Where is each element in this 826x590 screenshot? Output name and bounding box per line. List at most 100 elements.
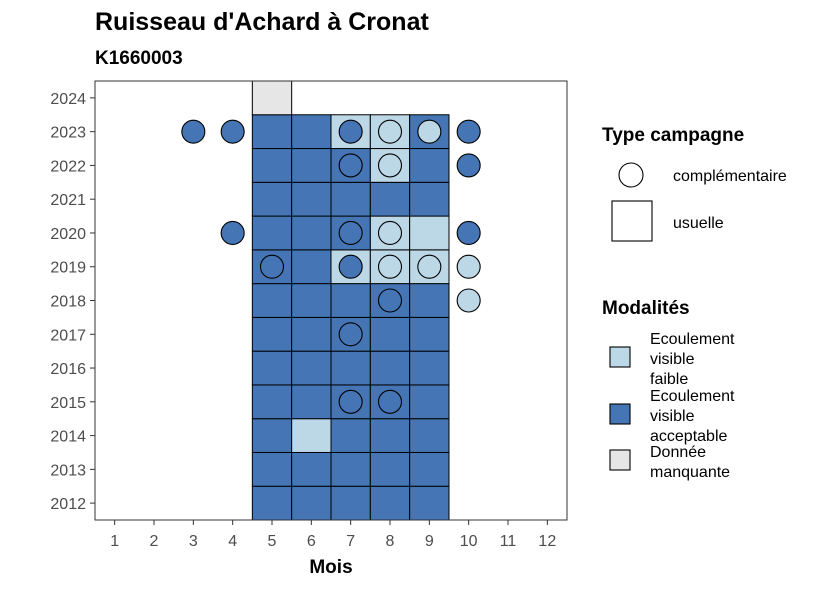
chart-title: Ruisseau d'Achard à Cronat xyxy=(95,8,429,36)
y-tick-label: 2021 xyxy=(50,192,86,209)
y-tick-label: 2017 xyxy=(50,327,86,344)
x-tick-label: 8 xyxy=(386,533,395,550)
x-tick-label: 1 xyxy=(110,533,119,550)
cell-usuelle xyxy=(291,114,332,150)
legend-square-icon xyxy=(611,200,653,242)
cell-usuelle xyxy=(330,350,371,386)
cell-usuelle xyxy=(291,451,332,487)
cell-usuelle xyxy=(291,215,332,251)
legend-mod-label-line: Ecoulement xyxy=(650,331,735,348)
cell-usuelle xyxy=(251,283,293,318)
point-complementaire xyxy=(220,119,245,144)
y-tick-label: 2024 xyxy=(50,91,86,108)
point-complementaire xyxy=(338,220,363,246)
point-complementaire xyxy=(417,254,442,279)
legend-circle-icon xyxy=(618,162,644,188)
point-complementaire xyxy=(181,119,206,144)
point-complementaire xyxy=(417,119,442,144)
cell-usuelle xyxy=(251,114,293,150)
cell-usuelle xyxy=(330,485,371,521)
y-tick-label: 2023 xyxy=(50,125,86,142)
cell-usuelle xyxy=(291,418,332,453)
point-complementaire xyxy=(456,288,481,313)
chart-subtitle: K1660003 xyxy=(95,48,183,69)
point-complementaire xyxy=(456,119,481,144)
legend-type-complementaire: complémentaire xyxy=(673,168,787,185)
point-complementaire xyxy=(338,119,363,144)
x-tick-label: 2 xyxy=(150,533,159,550)
y-tick-label: 2015 xyxy=(50,395,86,412)
y-tick-label: 2018 xyxy=(50,294,86,311)
x-tick-label: 6 xyxy=(307,533,316,550)
point-complementaire xyxy=(259,254,285,279)
cell-usuelle xyxy=(409,215,450,251)
legend-mod-label-line: manquante xyxy=(650,464,730,481)
cell-usuelle xyxy=(409,316,450,352)
point-complementaire xyxy=(377,254,403,279)
cell-usuelle xyxy=(251,181,293,217)
point-complementaire xyxy=(377,288,403,313)
cell-usuelle xyxy=(409,418,450,453)
y-tick-label: 2014 xyxy=(50,429,86,446)
point-complementaire xyxy=(338,254,363,279)
legend-mod-key xyxy=(609,449,631,471)
legend-mod-title: Modalités xyxy=(602,298,690,319)
legend-mod-label-line: visible xyxy=(650,408,695,425)
y-tick-label: 2016 xyxy=(50,361,86,378)
legend-mod-label-line: visible xyxy=(650,351,695,368)
cell-usuelle xyxy=(369,181,411,217)
legend-mod-key xyxy=(609,403,631,425)
legend-mod-label-line: faible xyxy=(650,371,688,388)
cell-usuelle xyxy=(330,283,371,318)
cell-usuelle xyxy=(291,283,332,318)
cell-usuelle xyxy=(291,350,332,386)
cell-usuelle xyxy=(369,316,411,352)
x-axis-title: Mois xyxy=(309,557,352,578)
cell-usuelle xyxy=(291,384,332,420)
cell-usuelle xyxy=(330,181,371,217)
cell-usuelle xyxy=(409,181,450,217)
point-complementaire xyxy=(338,389,363,414)
cell-usuelle xyxy=(369,418,411,453)
legend-mod-label-line: acceptable xyxy=(650,428,727,445)
cell-usuelle xyxy=(291,485,332,521)
legend-type-title: Type campagne xyxy=(602,125,744,146)
legend-mod-label: Ecoulement visible acceptable xyxy=(650,388,735,445)
point-complementaire xyxy=(377,389,403,414)
cell-usuelle xyxy=(409,350,450,386)
cell-usuelle xyxy=(330,418,371,453)
x-tick-label: 3 xyxy=(189,533,198,550)
legend-mod-label: Ecoulement visible faible xyxy=(650,331,735,388)
point-complementaire xyxy=(456,254,481,279)
cell-usuelle xyxy=(369,485,411,521)
legend-mod-key xyxy=(609,346,631,368)
y-tick-label: 2022 xyxy=(50,158,86,175)
cell-usuelle xyxy=(251,350,293,386)
x-tick-label: 12 xyxy=(538,533,556,550)
cell-usuelle xyxy=(330,451,371,487)
cell-usuelle xyxy=(251,451,293,487)
cell-usuelle xyxy=(291,249,332,285)
y-tick-label: 2019 xyxy=(50,260,86,277)
point-complementaire xyxy=(377,153,403,178)
points-layer xyxy=(181,119,481,414)
x-tick-label: 11 xyxy=(500,533,517,550)
cell-usuelle xyxy=(369,451,411,487)
legend-mod-label-line: Donnée xyxy=(650,444,706,461)
y-tick-label: 2012 xyxy=(50,496,86,513)
point-complementaire xyxy=(338,153,363,178)
y-axis: 2012 2013 2014 2015 2016 2017 2018 2019 2020 2021… xyxy=(50,91,95,513)
point-complementaire xyxy=(456,220,481,246)
cell-usuelle xyxy=(251,148,293,183)
cell-usuelle xyxy=(409,148,450,183)
cell-usuelle xyxy=(409,451,450,487)
point-complementaire xyxy=(377,220,403,246)
point-complementaire xyxy=(338,322,363,347)
y-tick-label: 2020 xyxy=(50,226,86,243)
y-tick-label: 2013 xyxy=(50,462,86,479)
cell-usuelle xyxy=(291,148,332,183)
cell-usuelle xyxy=(369,350,411,386)
cell-usuelle xyxy=(251,384,293,420)
x-axis: 1 2 3 4 5 6 7 8 9 10 11 12 xyxy=(110,520,556,550)
